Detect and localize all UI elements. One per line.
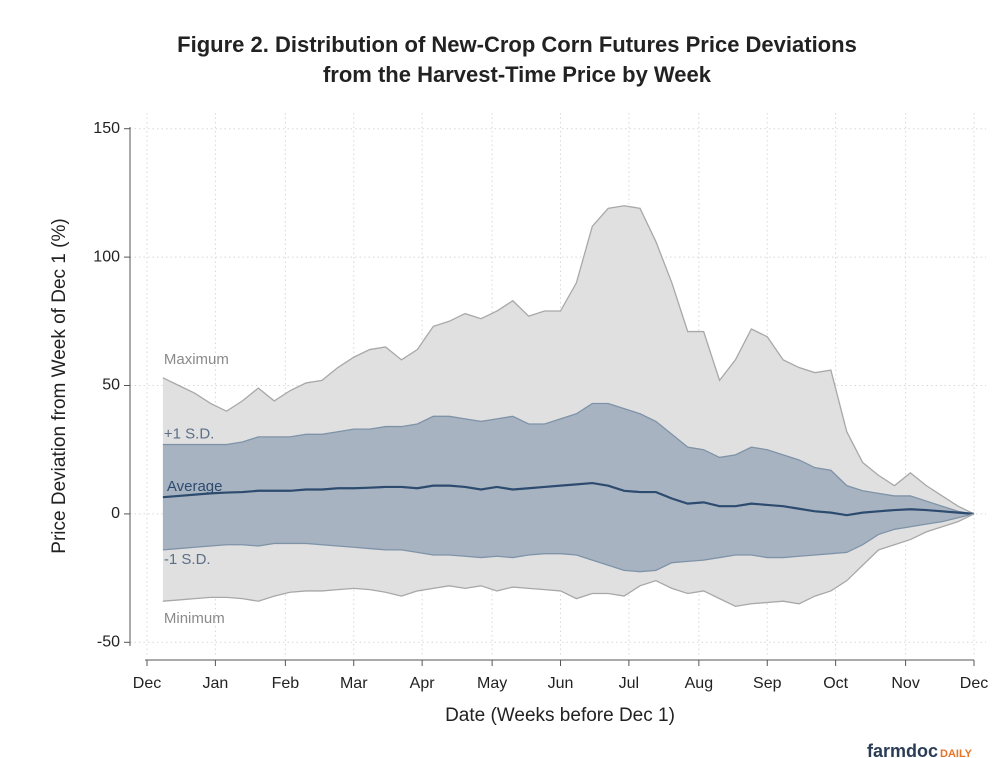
y-tick-label: 0 bbox=[111, 505, 120, 522]
y-axis-title: Price Deviation from Week of Dec 1 (%) bbox=[49, 218, 70, 553]
x-tick-label: May bbox=[477, 675, 507, 692]
series-label: Minimum bbox=[164, 610, 225, 627]
series-label: -1 S.D. bbox=[164, 551, 211, 568]
series-line bbox=[162, 513, 975, 608]
y-tick-label: 100 bbox=[93, 248, 120, 265]
chart-title: Figure 2. Distribution of New-Crop Corn … bbox=[177, 32, 857, 57]
band bbox=[162, 403, 975, 572]
x-tick-label: Aug bbox=[685, 675, 713, 692]
series-line bbox=[162, 481, 975, 517]
logo: farmdoc bbox=[867, 741, 938, 758]
y-tick-label: 50 bbox=[102, 377, 120, 394]
series-line bbox=[162, 513, 975, 573]
x-tick-label: Dec bbox=[133, 675, 161, 692]
x-tick-label: Feb bbox=[272, 675, 300, 692]
chart-title: from the Harvest-Time Price by Week bbox=[323, 62, 712, 87]
x-tick-label: Dec bbox=[960, 675, 988, 692]
y-tick-label: -50 bbox=[97, 634, 120, 651]
series-label: +1 S.D. bbox=[164, 426, 214, 443]
x-tick-label: Sep bbox=[753, 675, 782, 692]
series-line bbox=[162, 402, 975, 515]
series-label: Maximum bbox=[164, 351, 229, 368]
x-tick-label: Jun bbox=[548, 675, 574, 692]
x-tick-label: Apr bbox=[410, 675, 436, 692]
x-tick-label: Oct bbox=[823, 675, 848, 692]
x-tick-label: Jan bbox=[202, 675, 228, 692]
x-tick-label: Mar bbox=[340, 675, 368, 692]
y-tick-label: 150 bbox=[93, 120, 120, 137]
x-axis-title: Date (Weeks before Dec 1) bbox=[445, 705, 675, 726]
x-tick-label: Jul bbox=[619, 675, 639, 692]
x-tick-label: Nov bbox=[891, 675, 919, 692]
series-line bbox=[162, 205, 975, 515]
series-label: Average bbox=[167, 478, 223, 495]
logo: DAILY bbox=[940, 748, 973, 758]
